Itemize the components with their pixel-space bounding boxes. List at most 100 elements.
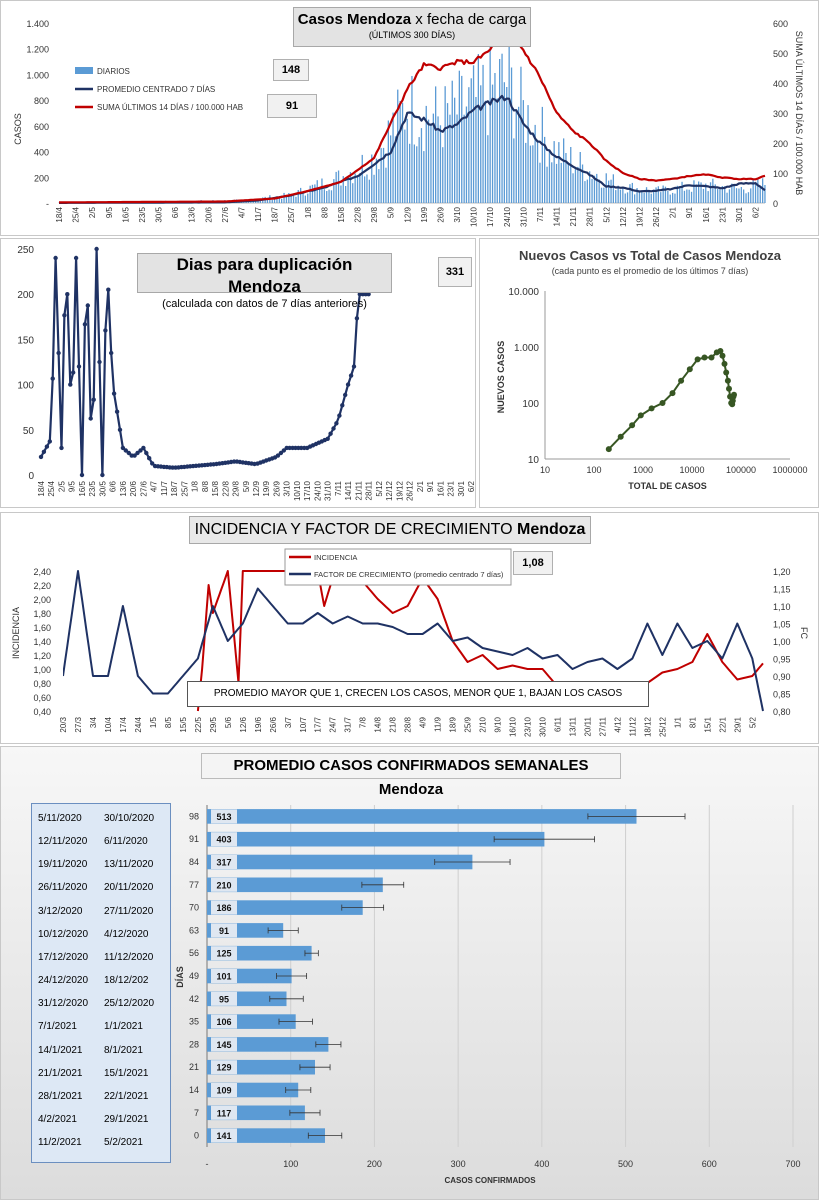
doubling-point — [366, 292, 371, 297]
left-tick-label: 2,40 — [33, 567, 51, 577]
daily-bar — [356, 176, 359, 203]
x-tick-label: 28/8 — [404, 716, 413, 732]
x-tick-label: 15/1 — [703, 716, 712, 732]
x-tick-label: 30/1 — [457, 480, 466, 496]
daily-bar — [401, 102, 404, 203]
x-tick-label: 15/8 — [211, 480, 220, 496]
incidence-title: INCIDENCIA Y FACTOR DE CRECIMIENTO — [194, 521, 513, 538]
x-tick-label: 22/8 — [354, 206, 363, 222]
daily-bar — [600, 187, 603, 203]
daily-bar — [750, 188, 752, 203]
daily-bar — [477, 54, 479, 203]
daily-bar — [297, 190, 299, 203]
x-tick-label: 30/10 — [539, 716, 548, 737]
daily-bar — [726, 192, 728, 203]
daily-bar — [276, 196, 278, 203]
x-tick-label: 20/3 — [59, 716, 68, 732]
daily-bar — [762, 178, 764, 203]
daily-bar — [508, 45, 510, 203]
daily-bar — [288, 193, 290, 203]
x-tick-label: 14/11 — [344, 480, 353, 500]
date-start: 5/2/2021 — [104, 1137, 143, 1149]
daily-bar — [577, 166, 579, 203]
daily-cases-title-rest: x fecha de carga — [411, 11, 527, 28]
x-tick-label: 16/1 — [702, 206, 711, 222]
x-tick-label: 28/11 — [586, 206, 595, 226]
daily-bar — [518, 106, 520, 203]
x-tick-label: 24/10 — [503, 206, 512, 227]
x-tick-label: 1000 — [633, 465, 653, 475]
value-label-bg — [211, 969, 237, 983]
x-tick-label: 23/5 — [138, 206, 147, 222]
daily-bar — [657, 186, 659, 203]
value-label: 141 — [216, 1131, 231, 1141]
daily-bar — [501, 53, 503, 204]
daily-bar — [555, 163, 558, 203]
y-tick-label: 200 — [17, 290, 34, 301]
daily-bar — [525, 142, 527, 203]
x-tick-label: 5/9 — [242, 480, 251, 492]
x-tick-label: 22/8 — [221, 480, 230, 496]
daily-bar — [634, 194, 636, 203]
daily-bar — [698, 181, 700, 203]
doubling-point — [278, 450, 284, 456]
daily-bar — [316, 180, 318, 203]
x-tick-label: 27/6 — [139, 480, 148, 496]
daily-bar — [340, 185, 342, 203]
daily-bar — [295, 196, 297, 203]
daily-bar — [506, 87, 508, 203]
right-tick-label: 1,15 — [773, 585, 791, 595]
legend-box — [284, 548, 512, 586]
daily-bar — [754, 181, 757, 203]
x-tick-label: 8/8 — [201, 480, 210, 492]
daily-bar — [572, 173, 574, 203]
daily-bar — [427, 119, 430, 203]
daily-bar — [735, 188, 738, 203]
x-tick-label: 100 — [283, 1159, 298, 1169]
x-tick-label: 9/1 — [685, 206, 694, 218]
daily-bar — [285, 196, 288, 203]
doubling-point — [100, 472, 105, 478]
doubling-point — [91, 397, 96, 402]
x-tick-label: 3/4 — [89, 716, 98, 728]
scatter-point — [701, 354, 708, 361]
x-tick-label: 3/10 — [283, 480, 292, 496]
left-tick-label: 0,60 — [33, 693, 51, 703]
daily-bar — [740, 187, 742, 203]
daily-bar — [650, 193, 652, 203]
daily-bar — [615, 190, 617, 203]
x-tick-label: 24/7 — [329, 716, 338, 732]
daily-bar — [536, 141, 539, 203]
right-tick-label: 500 — [773, 49, 788, 59]
x-tick-label: 9/1 — [426, 480, 435, 492]
right-tick-label: 400 — [773, 79, 788, 89]
daily-bar — [541, 106, 543, 203]
doubling-point — [343, 392, 348, 398]
value-label: 317 — [216, 858, 231, 868]
x-tick-label: 15/8 — [337, 206, 346, 222]
x-tick-label: 6/6 — [171, 206, 180, 218]
doubling-point — [120, 445, 126, 451]
x-tick-label: 25/4 — [72, 206, 81, 222]
value-label-bg — [211, 877, 237, 892]
daily-bar — [420, 128, 423, 203]
daily-bar — [352, 183, 354, 203]
x-tick-label: 16/1 — [436, 480, 445, 496]
x-tick-label: 700 — [785, 1159, 800, 1169]
x-tick-label: 5/12 — [375, 480, 384, 496]
daily-bar — [745, 193, 747, 203]
daily-bar — [423, 151, 425, 203]
left-tick-label: 200 — [34, 173, 49, 183]
weekly-bar — [207, 809, 637, 824]
doubling-subtitle: (calculada con datos de 7 días anteriore… — [162, 298, 367, 310]
daily-bar — [560, 162, 562, 203]
category-label: 42 — [189, 994, 199, 1004]
daily-bar — [683, 190, 686, 203]
diarios-value-box: 148 — [273, 59, 309, 81]
daily-bar — [522, 100, 524, 203]
daily-bar — [688, 189, 690, 203]
daily-bar — [626, 192, 629, 203]
x-tick-label: 19/6 — [254, 716, 263, 732]
y-axis-label: CASOS — [13, 113, 23, 145]
